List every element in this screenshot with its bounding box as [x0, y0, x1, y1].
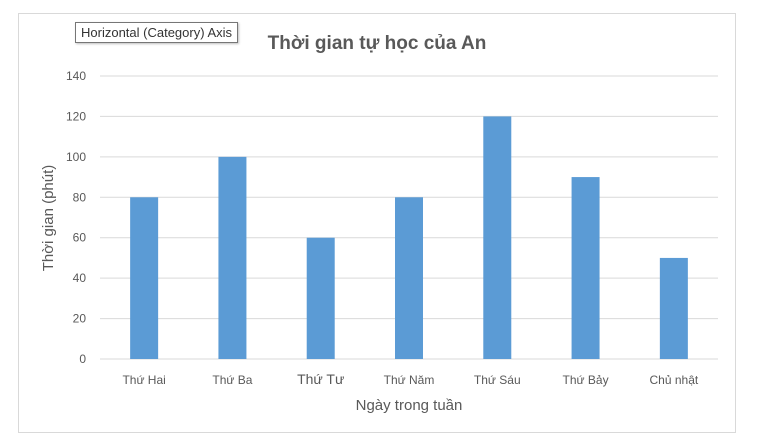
y-tick-label: 80	[73, 190, 87, 204]
x-tick-label: Thứ Năm	[384, 373, 435, 387]
x-axis-ticks[interactable]: Thứ Hai Thứ Ba Thứ Tư Thứ Năm Thứ Sáu Thứ Bảy…	[122, 371, 698, 387]
bar-1[interactable]	[130, 197, 159, 359]
bar-2[interactable]	[218, 156, 247, 359]
y-tick-label: 60	[73, 231, 87, 245]
x-tick-label: Thứ Bảy	[563, 373, 609, 387]
bar-5[interactable]	[483, 116, 512, 359]
y-tick-label: 20	[73, 312, 87, 326]
bars	[130, 116, 688, 359]
bar-6[interactable]	[571, 177, 600, 359]
axis-tooltip: Horizontal (Category) Axis	[75, 22, 238, 43]
x-tick-label: Chủ nhật	[650, 373, 699, 387]
bar-4[interactable]	[395, 197, 423, 359]
x-tick-label: Thứ Sáu	[474, 373, 521, 387]
y-axis-ticks: 0 20 40 60 80 100 120 140	[66, 69, 86, 366]
y-tick-label: 0	[79, 352, 86, 366]
y-tick-label: 120	[66, 109, 86, 123]
y-tick-label: 100	[66, 150, 86, 164]
x-tick-label: Thứ Ba	[212, 373, 252, 387]
y-tick-label: 40	[73, 271, 87, 285]
y-tick-label: 140	[66, 69, 86, 83]
chart-title[interactable]: Thời gian tự học của An	[268, 33, 487, 54]
x-tick-label: Thứ Hai	[122, 373, 165, 387]
y-axis-title[interactable]: Thời gian (phút)	[40, 165, 57, 272]
bar-3[interactable]	[306, 237, 335, 359]
x-axis-title[interactable]: Ngày trong tuần	[356, 397, 463, 414]
x-tick-label: Thứ Tư	[297, 371, 344, 387]
bar-7[interactable]	[659, 257, 688, 359]
